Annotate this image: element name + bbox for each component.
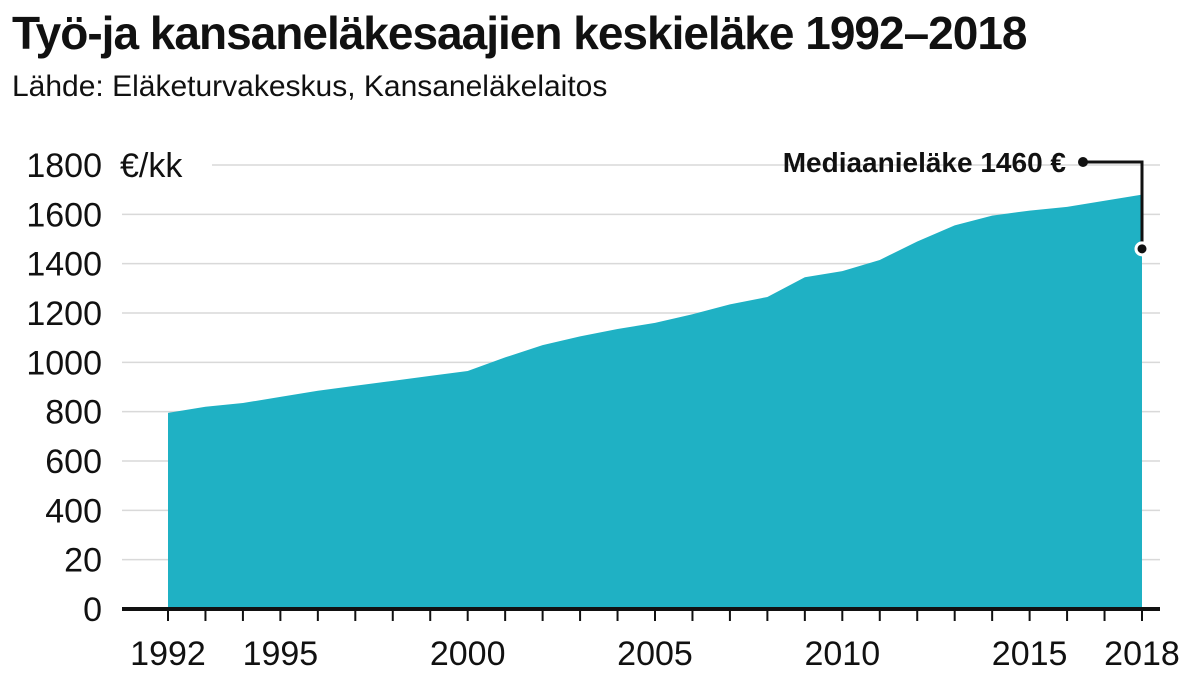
median-annotation: Mediaanieläke 1460 €: [783, 147, 1150, 257]
annotation-marker-dot: [1134, 241, 1150, 257]
annotation-leader-line: [1083, 160, 1144, 249]
y-tick-label: 1800: [26, 147, 102, 185]
x-tick-label: 2005: [617, 635, 693, 673]
x-tick-label: 1995: [243, 635, 319, 673]
chart-subtitle: Lähde: Eläketurvakeskus, Kansaneläkelait…: [12, 70, 608, 103]
chart-title: Työ-ja kansaneläkesaajien keskieläke 199…: [12, 7, 1027, 59]
annotation-start-dot: [1078, 157, 1088, 167]
x-tick-label: 2018: [1104, 635, 1180, 673]
area-series-keskielake: [168, 194, 1142, 609]
x-tick-label: 1992: [130, 635, 206, 673]
annotation-label: Mediaanieläke 1460 €: [783, 147, 1067, 178]
y-tick-label: 400: [45, 492, 102, 530]
y-tick-label: 1000: [26, 344, 102, 382]
y-tick-label: 20: [64, 542, 102, 580]
y-tick-label: 0: [83, 591, 102, 629]
x-axis: 1992 1995 2000 2005 2010 2015 2018: [122, 607, 1180, 673]
x-tick-label: 2000: [430, 635, 506, 673]
y-tick-label: 600: [45, 443, 102, 481]
y-tick-label: 1200: [26, 295, 102, 333]
y-tick-label: 1600: [26, 196, 102, 234]
y-axis: 0 20 400 600 800 1000 1200 1400 1600 1800: [26, 147, 102, 629]
y-tick-label: 800: [45, 394, 102, 432]
y-axis-unit-label: €/kk: [120, 147, 183, 185]
x-tick-label: 2015: [992, 635, 1068, 673]
x-tick-label: 2010: [804, 635, 880, 673]
y-tick-label: 1400: [26, 246, 102, 284]
